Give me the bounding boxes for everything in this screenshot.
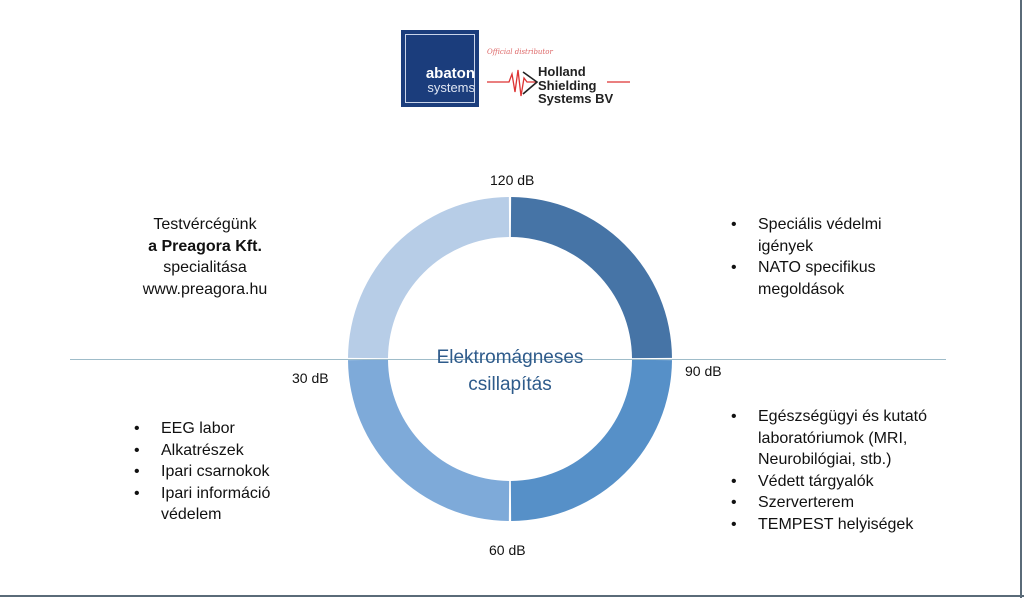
label-30db: 30 dB: [292, 370, 329, 386]
ring-segment-bottom-left: [348, 359, 510, 521]
holland-shielding-logo: Holland Shielding Systems BV: [538, 65, 613, 106]
label-60db: 60 dB: [489, 542, 526, 558]
note-company: a Preagora Kft.: [148, 237, 262, 255]
label-120db: 120 dB: [490, 172, 535, 188]
list-item: Egészségügyi és kutató laboratóriumok (M…: [731, 406, 956, 471]
ring-segment-top-left: [348, 197, 510, 359]
list-item: EEG labor: [134, 418, 314, 440]
list-bottom-right: Egészségügyi és kutató laboratóriumok (M…: [731, 406, 956, 535]
preagora-link[interactable]: www.preagora.hu: [142, 280, 268, 298]
preagora-note: Testvércégünk a Preagora Kft. specialitá…: [105, 214, 305, 300]
logo-line1: abaton: [425, 65, 475, 82]
logo-line2: systems: [427, 80, 475, 95]
slide-border-bottom: [0, 595, 1024, 597]
ring-center-title: Elektromágneses csillapítás: [400, 344, 620, 398]
divider-line: [70, 359, 946, 360]
list-item: Speciális védelmi igények: [731, 214, 911, 257]
ring-segment-bottom-right: [510, 359, 672, 521]
list-item: Alkatrészek: [134, 440, 314, 462]
note-line: Testvércégünk: [153, 216, 257, 233]
pulse-line-icon: [487, 69, 630, 97]
center-title-line: Elektromágneses: [436, 347, 584, 368]
label-90db: 90 dB: [685, 363, 722, 379]
note-line: specialitása: [163, 259, 247, 276]
list-top-right: Speciális védelmi igények NATO specifiku…: [731, 214, 911, 300]
list-item: TEMPEST helyiségek: [731, 514, 956, 536]
partner-line: Shielding: [538, 77, 597, 93]
partner-line: Holland: [538, 64, 586, 79]
center-title-line: csillapítás: [468, 374, 552, 395]
abaton-logo: abaton systems: [401, 30, 479, 107]
list-item: NATO specifikus megoldások: [731, 257, 911, 300]
ring-segment-top-right: [510, 197, 672, 359]
list-item: Ipari információ védelem: [134, 483, 314, 526]
list-item: Szerverterem: [731, 492, 956, 514]
partner-line: Systems BV: [538, 91, 614, 106]
distributor-label: Official distributor: [487, 48, 553, 56]
slide-border-right: [1020, 0, 1022, 598]
list-item: Ipari csarnokok: [134, 461, 314, 483]
list-item: Védett tárgyalók: [731, 471, 956, 493]
list-bottom-left: EEG labor Alkatrészek Ipari csarnokok Ip…: [134, 418, 314, 526]
